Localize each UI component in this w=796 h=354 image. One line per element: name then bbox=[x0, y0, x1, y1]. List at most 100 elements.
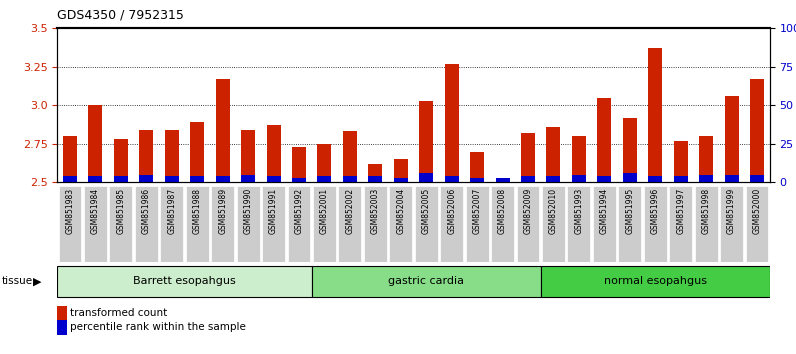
FancyBboxPatch shape bbox=[466, 186, 489, 262]
FancyBboxPatch shape bbox=[59, 186, 81, 262]
Text: ▶: ▶ bbox=[33, 276, 42, 286]
Text: GSM852002: GSM852002 bbox=[345, 188, 354, 234]
Bar bbox=[470, 178, 484, 182]
Text: GSM851988: GSM851988 bbox=[193, 188, 201, 234]
Bar bbox=[648, 48, 662, 182]
Bar bbox=[521, 133, 535, 182]
Bar bbox=[190, 122, 205, 182]
Text: percentile rank within the sample: percentile rank within the sample bbox=[70, 322, 246, 332]
FancyBboxPatch shape bbox=[236, 186, 259, 262]
Bar bbox=[470, 152, 484, 182]
FancyBboxPatch shape bbox=[211, 186, 234, 262]
Text: GSM851999: GSM851999 bbox=[727, 188, 736, 234]
FancyBboxPatch shape bbox=[110, 186, 132, 262]
Text: GSM852007: GSM852007 bbox=[473, 188, 482, 234]
Bar bbox=[267, 176, 280, 182]
Bar bbox=[419, 173, 433, 182]
Bar bbox=[597, 176, 611, 182]
Bar bbox=[445, 176, 458, 182]
FancyBboxPatch shape bbox=[135, 186, 158, 262]
Text: GSM852000: GSM852000 bbox=[752, 188, 762, 234]
FancyBboxPatch shape bbox=[542, 186, 565, 262]
FancyBboxPatch shape bbox=[491, 186, 514, 262]
Bar bbox=[216, 79, 230, 182]
Text: tissue: tissue bbox=[2, 276, 33, 286]
Bar bbox=[496, 178, 509, 182]
FancyBboxPatch shape bbox=[287, 186, 310, 262]
Bar bbox=[622, 118, 637, 182]
Bar bbox=[750, 79, 764, 182]
Bar bbox=[216, 176, 230, 182]
Bar bbox=[241, 130, 256, 182]
Bar bbox=[547, 127, 560, 182]
Bar bbox=[648, 176, 662, 182]
Bar bbox=[622, 173, 637, 182]
Text: GSM852009: GSM852009 bbox=[524, 188, 533, 234]
Bar bbox=[292, 147, 306, 182]
FancyBboxPatch shape bbox=[517, 186, 540, 262]
Bar bbox=[699, 175, 713, 182]
Bar bbox=[88, 105, 103, 182]
Bar bbox=[343, 131, 357, 182]
Text: GSM852006: GSM852006 bbox=[447, 188, 456, 234]
Text: GSM852003: GSM852003 bbox=[371, 188, 380, 234]
Text: GSM851990: GSM851990 bbox=[244, 188, 252, 234]
Bar bbox=[521, 176, 535, 182]
FancyBboxPatch shape bbox=[364, 186, 387, 262]
Bar bbox=[724, 175, 739, 182]
Text: normal esopahgus: normal esopahgus bbox=[603, 276, 707, 286]
Text: Barrett esopahgus: Barrett esopahgus bbox=[133, 276, 236, 286]
Text: GSM852005: GSM852005 bbox=[422, 188, 431, 234]
Bar bbox=[724, 96, 739, 182]
FancyBboxPatch shape bbox=[389, 186, 412, 262]
Text: GSM851993: GSM851993 bbox=[575, 188, 583, 234]
FancyBboxPatch shape bbox=[669, 186, 693, 262]
Bar bbox=[572, 136, 586, 182]
Bar bbox=[369, 176, 382, 182]
Text: GSM851989: GSM851989 bbox=[218, 188, 227, 234]
Text: GDS4350 / 7952315: GDS4350 / 7952315 bbox=[57, 9, 184, 22]
Text: GSM851992: GSM851992 bbox=[295, 188, 303, 234]
Bar bbox=[419, 101, 433, 182]
Bar bbox=[318, 176, 331, 182]
Bar bbox=[267, 125, 280, 182]
Text: GSM851983: GSM851983 bbox=[65, 188, 75, 234]
FancyBboxPatch shape bbox=[313, 186, 336, 262]
Bar bbox=[241, 175, 256, 182]
Bar bbox=[114, 139, 128, 182]
FancyBboxPatch shape bbox=[312, 266, 540, 297]
FancyBboxPatch shape bbox=[415, 186, 438, 262]
Text: GSM851984: GSM851984 bbox=[91, 188, 100, 234]
FancyBboxPatch shape bbox=[644, 186, 667, 262]
FancyBboxPatch shape bbox=[262, 186, 285, 262]
Text: GSM851986: GSM851986 bbox=[142, 188, 151, 234]
Text: GSM852008: GSM852008 bbox=[498, 188, 507, 234]
Bar bbox=[445, 64, 458, 182]
FancyBboxPatch shape bbox=[440, 186, 463, 262]
Bar bbox=[369, 164, 382, 182]
Bar bbox=[750, 175, 764, 182]
Text: GSM851994: GSM851994 bbox=[600, 188, 609, 234]
Text: GSM851998: GSM851998 bbox=[701, 188, 711, 234]
Bar bbox=[343, 176, 357, 182]
FancyBboxPatch shape bbox=[695, 186, 717, 262]
FancyBboxPatch shape bbox=[57, 266, 312, 297]
FancyBboxPatch shape bbox=[540, 266, 770, 297]
FancyBboxPatch shape bbox=[618, 186, 642, 262]
FancyBboxPatch shape bbox=[160, 186, 183, 262]
Text: GSM851996: GSM851996 bbox=[651, 188, 660, 234]
Text: GSM851995: GSM851995 bbox=[626, 188, 634, 234]
FancyBboxPatch shape bbox=[720, 186, 743, 262]
Bar bbox=[63, 136, 77, 182]
Bar bbox=[597, 98, 611, 182]
Bar bbox=[190, 176, 205, 182]
Bar bbox=[394, 159, 408, 182]
Bar bbox=[547, 176, 560, 182]
Bar bbox=[318, 144, 331, 182]
Bar bbox=[699, 136, 713, 182]
Bar bbox=[165, 130, 179, 182]
Text: transformed count: transformed count bbox=[70, 308, 167, 318]
FancyBboxPatch shape bbox=[568, 186, 591, 262]
Text: GSM852010: GSM852010 bbox=[549, 188, 558, 234]
Text: GSM851985: GSM851985 bbox=[116, 188, 126, 234]
